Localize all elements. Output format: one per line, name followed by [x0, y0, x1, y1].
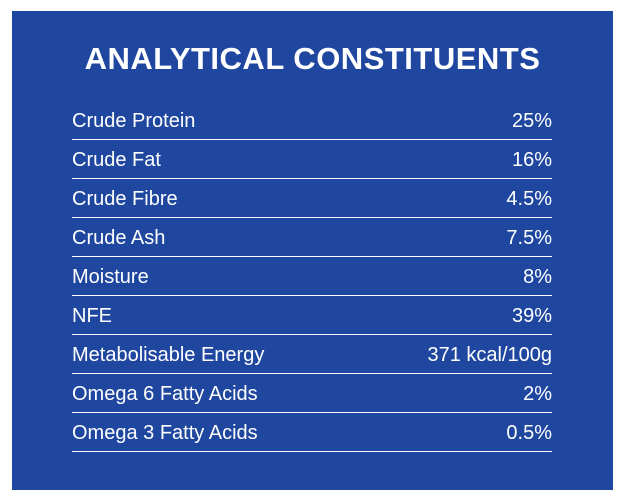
constituent-value: 7.5% — [506, 227, 552, 249]
constituent-name: NFE — [72, 305, 112, 327]
constituent-name: Crude Protein — [72, 110, 196, 132]
constituent-value: 39% — [511, 305, 552, 327]
panel-title: ANALYTICAL CONSTITUENTS — [84, 41, 541, 76]
constituent-value: 8% — [523, 266, 552, 288]
constituent-name: Omega 6 Fatty Acids — [72, 383, 258, 405]
constituent-value: 25% — [511, 110, 552, 132]
constituent-value: 4.5% — [506, 188, 552, 210]
table-row: Omega 3 Fatty Acids 0.5% — [72, 413, 552, 452]
constituent-name: Omega 3 Fatty Acids — [72, 422, 258, 444]
table-row: Omega 6 Fatty Acids 2% — [72, 374, 552, 413]
constituent-name: Crude Fat — [72, 149, 161, 171]
constituent-value: 0.5% — [506, 422, 552, 444]
constituent-name: Metabolisable Energy — [72, 344, 265, 366]
constituent-name: Crude Ash — [72, 227, 166, 249]
constituent-name: Moisture — [72, 266, 149, 288]
table-row: Crude Fat 16% — [72, 140, 552, 179]
constituent-value: 371 kcal/100g — [427, 344, 552, 366]
constituents-table: Crude Protein 25% Crude Fat 16% Crude Fi… — [72, 101, 552, 452]
constituent-value: 16% — [511, 149, 552, 171]
table-row: Crude Protein 25% — [72, 101, 552, 140]
constituent-value: 2% — [523, 383, 552, 405]
table-row: NFE 39% — [72, 296, 552, 335]
table-row: Moisture 8% — [72, 257, 552, 296]
table-row: Metabolisable Energy 371 kcal/100g — [72, 335, 552, 374]
table-row: Crude Ash 7.5% — [72, 218, 552, 257]
constituents-panel: ANALYTICAL CONSTITUENTS Crude Protein 25… — [12, 11, 613, 490]
constituent-name: Crude Fibre — [72, 188, 178, 210]
table-row: Crude Fibre 4.5% — [72, 179, 552, 218]
